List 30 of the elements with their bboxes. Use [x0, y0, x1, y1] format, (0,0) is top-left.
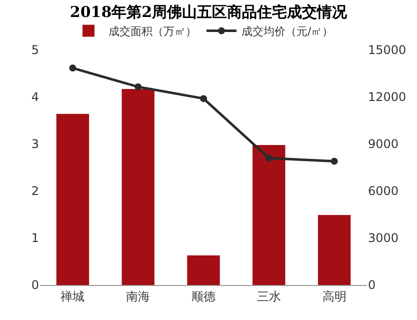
y2-tick-label: 3000	[368, 231, 399, 246]
legend-label: 成交均价（元/㎡）	[242, 25, 334, 38]
point	[200, 95, 207, 102]
bar	[122, 89, 154, 285]
y2-tick-label: 0	[368, 278, 376, 292]
y-tick-label: 2	[31, 184, 39, 198]
bar	[187, 255, 220, 285]
point	[69, 64, 76, 72]
y-tick-label: 5	[31, 43, 39, 58]
chart-title: 2018年第2周佛山五区商品住宅成交情况	[70, 2, 348, 21]
bar	[252, 144, 286, 285]
y2-tick-label: 6000	[368, 184, 399, 198]
y-tick-label: 4	[31, 90, 39, 104]
y2-tick-label: 15000	[368, 43, 406, 58]
y2-tick-label: 12000	[368, 90, 406, 104]
point	[265, 154, 272, 162]
point	[134, 83, 142, 90]
y-tick-label: 3	[31, 137, 39, 152]
bar	[318, 214, 351, 285]
x-tick-label: 三水	[256, 289, 281, 304]
legend-label: 成交面积（万㎡）	[108, 25, 196, 38]
x-tick-label: 禅城	[60, 289, 85, 304]
y2-tick-label: 9000	[368, 137, 399, 152]
x-tick-label: 高明	[322, 289, 346, 304]
y-tick-label: 0	[31, 278, 39, 292]
bar	[56, 114, 90, 285]
x-tick-label: 顺德	[192, 289, 216, 304]
point	[330, 158, 338, 165]
x-tick-label: 南海	[126, 289, 150, 304]
y-tick-label: 1	[31, 231, 39, 246]
